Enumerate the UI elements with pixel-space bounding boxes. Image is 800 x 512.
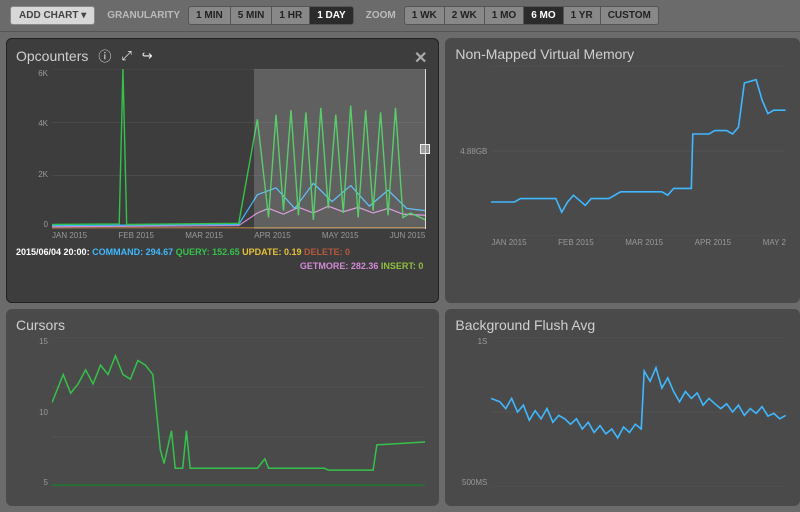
granularity-option-5min[interactable]: 5 MIN — [230, 6, 272, 25]
panel-title-opcounters: Opcounters — [16, 48, 88, 64]
panel-nmvm: Non-Mapped Virtual Memory 4.88GB JAN 201… — [445, 38, 800, 303]
chevron-down-icon: ▾ — [81, 10, 86, 21]
zoom-option-2wk[interactable]: 2 WK — [444, 6, 484, 25]
panel-title-nmvm: Non-Mapped Virtual Memory — [455, 46, 634, 62]
granularity-option-1hr[interactable]: 1 HR — [271, 6, 309, 25]
zoom-option-1mo[interactable]: 1 MO — [484, 6, 523, 25]
opcounters-cursor-handle[interactable] — [420, 144, 430, 154]
zoom-option-custom[interactable]: CUSTOM — [600, 6, 659, 25]
opcounters-chart[interactable]: 6K4K2K0 — [16, 69, 429, 229]
panel-title-cursors: Cursors — [16, 317, 65, 333]
add-chart-label: ADD CHART — [19, 10, 78, 21]
share-icon[interactable]: ↪ — [142, 48, 153, 64]
zoom-option-6mo[interactable]: 6 MO — [523, 6, 562, 25]
cursors-chart[interactable]: 15105 — [16, 337, 429, 487]
close-icon[interactable]: ✕ — [414, 48, 427, 68]
panel-bgflush: Background Flush Avg 1S500MS — [445, 309, 800, 506]
granularity-option-1min[interactable]: 1 MIN — [188, 6, 230, 25]
zoom-option-1wk[interactable]: 1 WK — [404, 6, 444, 25]
bgflush-chart[interactable]: 1S500MS — [455, 337, 790, 487]
expand-icon[interactable]: ⤢ — [121, 48, 131, 64]
add-chart-button[interactable]: ADD CHART ▾ — [10, 6, 95, 25]
panel-opcounters: Opcounters ⓘ ⤢ ↪ ✕ 6K4K2K0 JAN 2015FEB 2… — [6, 38, 439, 303]
zoom-group: 1 WK2 WK1 MO6 MO1 YRCUSTOM — [404, 6, 659, 25]
info-icon[interactable]: ⓘ — [98, 46, 111, 65]
nmvm-chart[interactable]: 4.88GB — [455, 66, 790, 236]
zoom-label: ZOOM — [366, 10, 396, 21]
granularity-option-1day[interactable]: 1 DAY — [309, 6, 354, 25]
zoom-option-1yr[interactable]: 1 YR — [563, 6, 600, 25]
granularity-group: 1 MIN5 MIN1 HR1 DAY — [188, 6, 354, 25]
toolbar: ADD CHART ▾ GRANULARITY 1 MIN5 MIN1 HR1 … — [0, 0, 800, 32]
panel-title-bgflush: Background Flush Avg — [455, 317, 595, 333]
opcounters-legend: 2015/06/04 20:00: COMMAND: 294.67 QUERY:… — [16, 246, 429, 273]
panel-cursors: Cursors 15105 — [6, 309, 439, 506]
granularity-label: GRANULARITY — [107, 10, 180, 21]
